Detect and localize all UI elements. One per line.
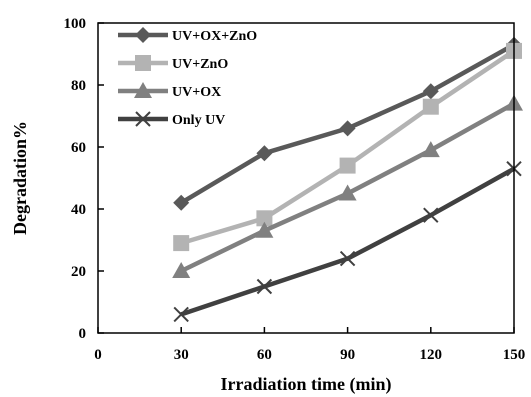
y-tick-label-100: 100 <box>64 16 87 32</box>
data-point-only-uv-90 <box>339 250 356 267</box>
data-point-uv-zno-120 <box>422 98 439 115</box>
legend-entry-uv-zno: UV+ZnO <box>118 55 228 72</box>
data-point-uv-zno-90 <box>339 157 356 174</box>
x-tick-label-60: 60 <box>257 347 272 363</box>
legend-marker-uv-ox <box>134 82 152 98</box>
data-point-uv-ox-120 <box>421 141 440 158</box>
series-uv-ox-zno <box>173 36 522 211</box>
y-tick-label-40: 40 <box>71 202 86 218</box>
legend-entry-uv-ox: UV+OX <box>118 82 221 100</box>
y-tick-label-20: 20 <box>71 264 86 280</box>
x-tick-label-30: 30 <box>174 347 189 363</box>
x-tick-label-120: 120 <box>420 347 443 363</box>
data-point-uv-zno-30 <box>173 235 190 252</box>
data-point-uv-ox-zno-120 <box>422 83 439 100</box>
y-tick-label-80: 80 <box>71 78 86 94</box>
data-point-only-uv-30 <box>173 306 189 323</box>
series-line-uv-zno <box>180 49 516 246</box>
x-tick-label-150: 150 <box>503 347 526 363</box>
x-tick-label-0: 0 <box>94 347 102 363</box>
axes: 0 30 60 90 120 150 0 20 40 60 80 100 <box>64 16 526 363</box>
y-tick-label-0: 0 <box>79 326 87 342</box>
data-point-uv-ox-60 <box>255 221 274 238</box>
data-point-uv-ox-30 <box>172 262 191 278</box>
x-tick-label-90: 90 <box>340 347 355 363</box>
plot-frame <box>97 22 515 334</box>
legend-label-only-uv: Only UV <box>172 113 225 128</box>
plot-area <box>172 36 523 323</box>
legend: UV+OX+ZnO UV+ZnO UV+OX Only UV <box>118 27 257 128</box>
legend-marker-uv-zno <box>135 55 151 71</box>
legend-entry-uv-ox-zno: UV+OX+ZnO <box>118 27 257 44</box>
legend-label-uv-zno: UV+ZnO <box>172 57 228 72</box>
data-point-only-uv-60 <box>256 278 273 295</box>
legend-label-uv-ox: UV+OX <box>172 85 221 100</box>
series-uv-ox <box>172 94 523 278</box>
legend-marker-uv-ox-zno <box>135 27 151 43</box>
data-point-uv-ox-zno-30 <box>173 194 190 211</box>
series-only-uv <box>173 160 522 323</box>
legend-label-uv-ox-zno: UV+OX+ZnO <box>172 29 257 44</box>
data-point-uv-ox-zno-90 <box>339 120 356 137</box>
x-axis-title: Irradiation time (min) <box>221 374 392 395</box>
legend-entry-only-uv: Only UV <box>118 111 225 128</box>
data-point-uv-ox-90 <box>338 184 357 201</box>
y-tick-label-60: 60 <box>71 140 86 156</box>
data-point-uv-zno-60 <box>256 210 273 227</box>
data-point-uv-ox-zno-60 <box>256 145 273 162</box>
y-axis-title: Degradation% <box>10 121 30 235</box>
legend-marker-only-uv <box>135 111 151 127</box>
series-uv-zno <box>173 42 522 252</box>
data-point-only-uv-120 <box>423 207 439 223</box>
